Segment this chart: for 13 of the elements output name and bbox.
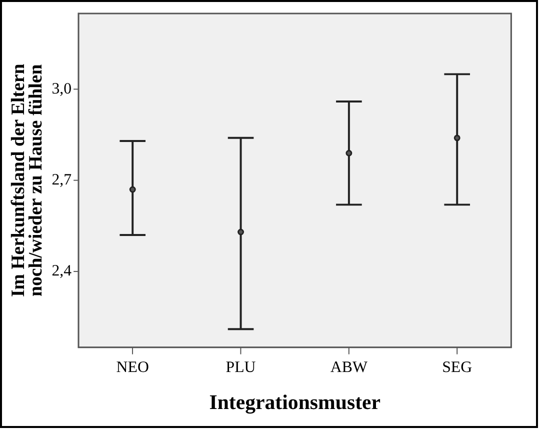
x-tick-label: PLU bbox=[226, 358, 256, 376]
y-tick-label: 3,0 bbox=[52, 80, 72, 98]
point bbox=[238, 228, 244, 236]
point bbox=[129, 186, 136, 193]
y-tick-label: 2,4 bbox=[52, 262, 72, 280]
point bbox=[346, 150, 352, 156]
x-tick-label: NEO bbox=[116, 358, 149, 376]
x-tick-label: SEG bbox=[442, 358, 472, 376]
y-tick-label: 2,7 bbox=[52, 172, 72, 189]
y-axis-title: Im Herkunftsland der Eltern noch/wieder zu Hause fühlen bbox=[8, 63, 47, 298]
x-tick-label: ABW bbox=[330, 358, 368, 376]
x-axis-title: Integrationsmuster bbox=[209, 390, 380, 414]
point bbox=[454, 134, 460, 142]
